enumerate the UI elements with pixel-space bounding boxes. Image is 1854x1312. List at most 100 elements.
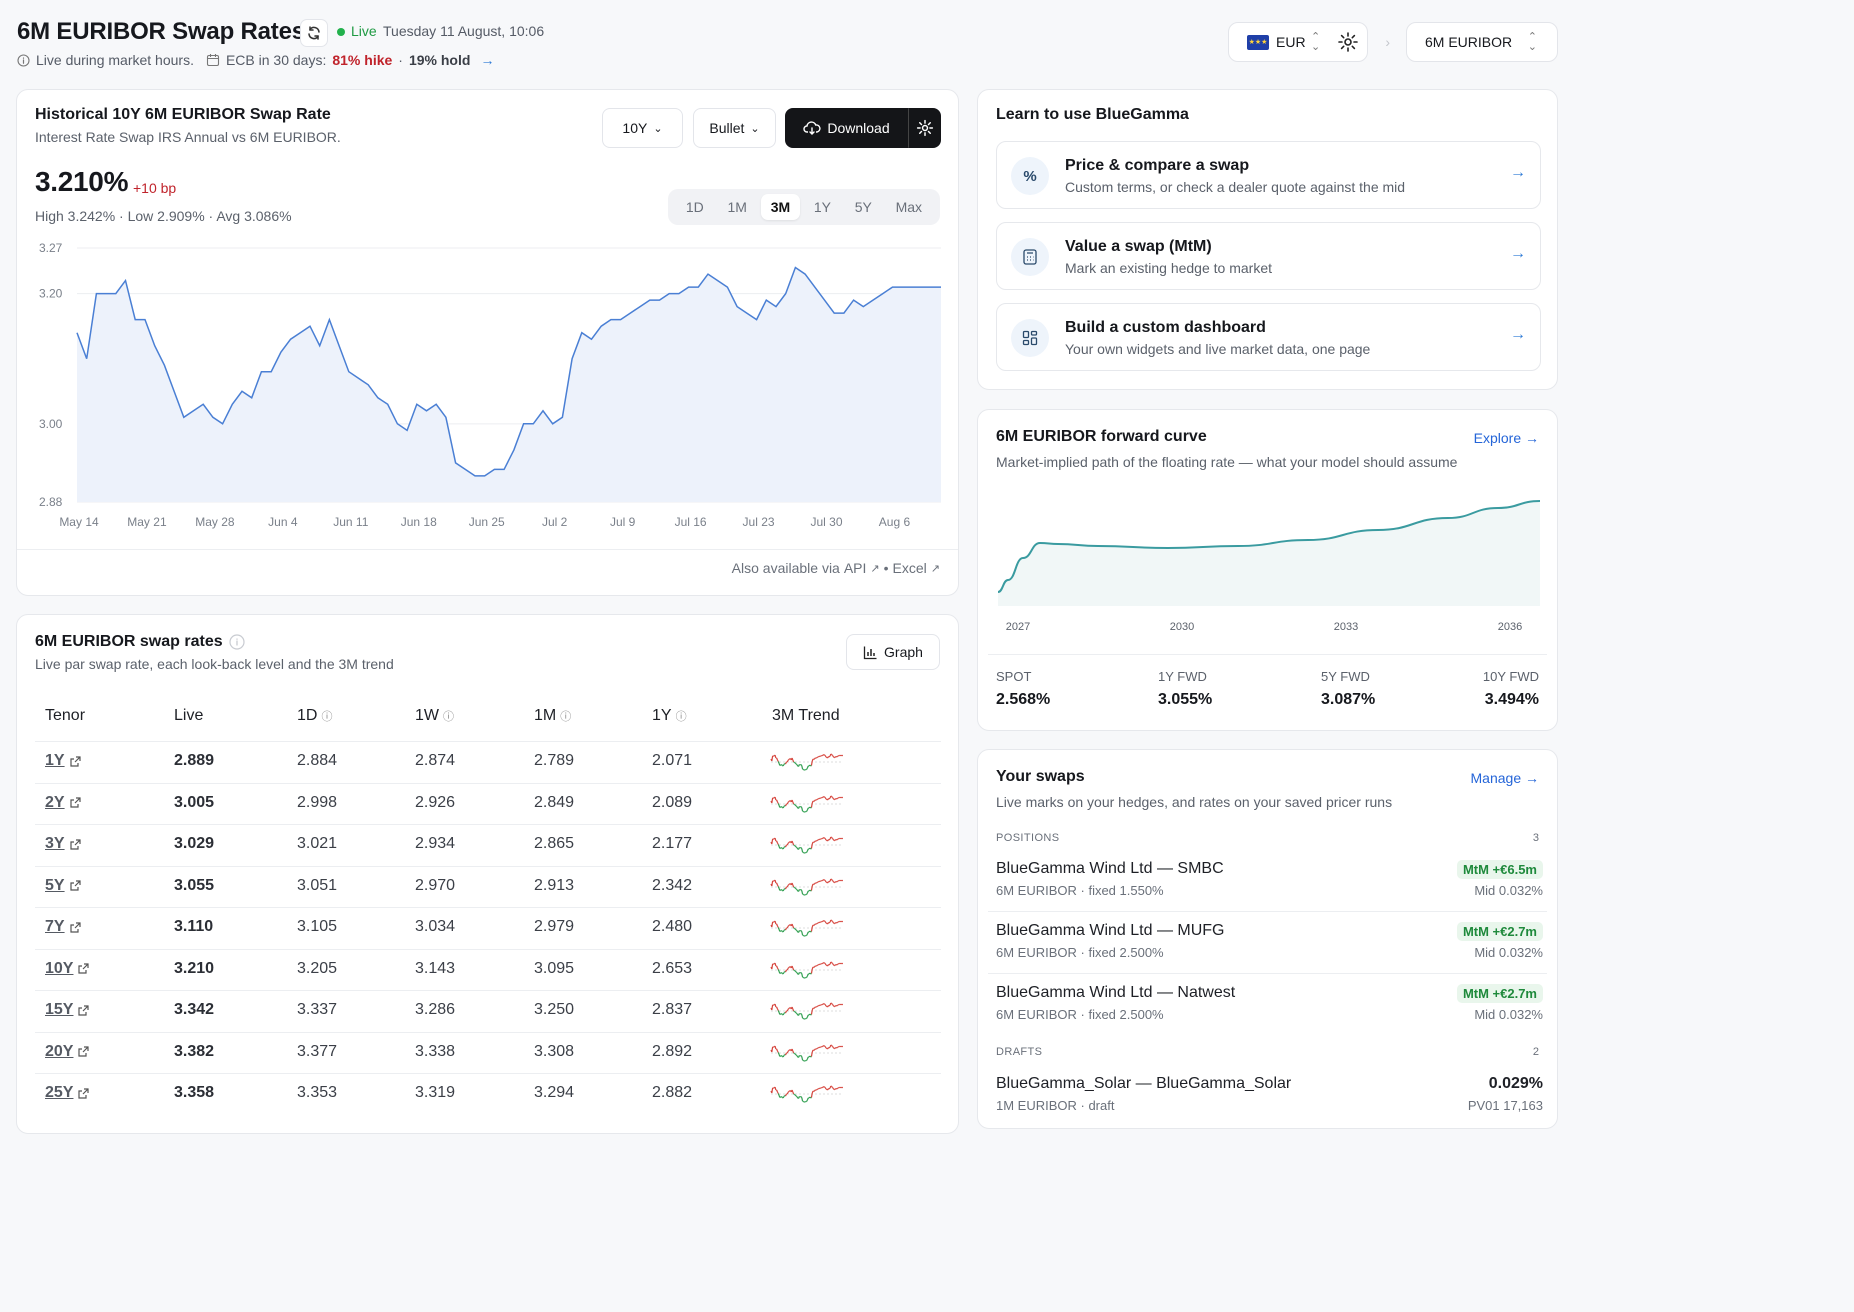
external-link-icon [78, 1004, 90, 1016]
col-1d-label: 1D [297, 707, 318, 724]
position-mid: Mid 0.032% [1474, 1007, 1543, 1022]
info-icon[interactable]: ⓘ [321, 711, 333, 723]
draft-detail: 1M EURIBOR · draft [996, 1098, 1115, 1113]
learn-item-dashboard[interactable]: Build a custom dashboard Your own widget… [996, 303, 1541, 371]
range-selector[interactable]: 1D 1M 3M 1Y 5Y Max [668, 189, 940, 225]
position-mid: Mid 0.032% [1474, 945, 1543, 960]
info-icon[interactable]: ⓘ [560, 711, 572, 723]
position-name: BlueGamma Wind Ltd — Natwest [996, 984, 1236, 1001]
y-tick-label: 3.00 [39, 417, 63, 431]
chevron-right-icon: › [1385, 34, 1390, 50]
external-link-icon [69, 755, 81, 767]
table-row[interactable]: 15Y 3.342 3.337 3.286 3.250 2.837 [35, 990, 941, 1032]
learn-item-value-swap[interactable]: Value a swap (MtM) Mark an existing hedg… [996, 222, 1541, 290]
tenor-dropdown[interactable]: 10Y ⌄ [602, 108, 683, 148]
x-tick-label: Jul 30 [810, 515, 842, 529]
rate-1d: 3.205 [297, 959, 338, 977]
calendar-icon [206, 54, 220, 67]
col-1y: 1Y ⓘ [652, 707, 687, 725]
learn-item-sub: Your own widgets and live market data, o… [1065, 341, 1371, 357]
rate-1m: 2.849 [534, 793, 575, 811]
tenor-link[interactable]: 3Y [45, 835, 81, 853]
live-rate: 3.029 [174, 835, 215, 852]
tenor-link[interactable]: 25Y [45, 1084, 90, 1102]
rate-1m: 3.250 [534, 1001, 575, 1018]
info-icon[interactable]: ⓘ [443, 711, 454, 723]
tenor-link[interactable]: 2Y [45, 794, 81, 812]
download-settings-button[interactable] [908, 108, 941, 148]
range-3m[interactable]: 3M [760, 194, 801, 220]
rate-1m: 3.095 [534, 959, 575, 977]
tenor-label: 25Y [45, 1084, 74, 1101]
range-1m[interactable]: 1M [727, 199, 747, 215]
dashboard-icon [1011, 319, 1049, 357]
position-name: BlueGamma Wind Ltd — SMBC [996, 860, 1224, 877]
download-button[interactable]: Download [785, 108, 908, 148]
draft-row[interactable]: BlueGamma_Solar — BlueGamma_Solar 1M EUR… [988, 1075, 1551, 1137]
range-1y[interactable]: 1Y [813, 199, 831, 215]
historical-rate-chart[interactable]: 3.27 3.20 3.00 2.88 May 14 May 21 May 28 Jun 4 J… [17, 240, 960, 540]
currency-label: EUR [1276, 34, 1306, 50]
col-live: Live [174, 707, 204, 724]
rate-1y: 2.653 [652, 959, 693, 977]
api-link[interactable]: API [843, 560, 867, 576]
arrow-right-icon[interactable]: → [480, 52, 495, 68]
range-1d[interactable]: 1D [685, 199, 704, 215]
explore-link[interactable]: Explore → [1473, 430, 1539, 446]
graph-button[interactable]: Graph [846, 634, 940, 670]
y-tick-label: 2.88 [39, 495, 63, 509]
position-row[interactable]: BlueGamma Wind Ltd — SMBC 6M EURIBOR · f… [988, 860, 1551, 922]
table-row[interactable]: 7Y 3.110 3.105 3.034 2.979 2.480 [35, 907, 941, 949]
x-tick-label: Jun 18 [401, 515, 437, 529]
tenor-value: 10Y [622, 120, 648, 136]
chevron-updown-icon: ⌃ ⌄ [1311, 31, 1321, 53]
manage-link[interactable]: Manage → [1470, 770, 1539, 786]
col-1d: 1D ⓘ [297, 707, 332, 725]
table-row[interactable]: 25Y 3.358 3.353 3.319 3.294 2.882 [35, 1073, 941, 1115]
fwd-1y-label: 1Y FWD [1158, 669, 1207, 684]
x-tick-label: Jul 2 [542, 515, 568, 529]
divider [988, 911, 1547, 912]
table-row[interactable]: 1Y 2.889 2.884 2.874 2.789 2.071 [35, 741, 941, 783]
learn-item-price-compare[interactable]: % Price & compare a swap Custom terms, o… [996, 141, 1541, 209]
index-selector[interactable]: 6M EURIBOR ⌃ ⌄ [1406, 22, 1558, 62]
tenor-link[interactable]: 10Y [45, 960, 90, 978]
excel-link[interactable]: Excel [892, 560, 927, 576]
rate-1w: 3.286 [415, 1001, 456, 1018]
rate-1d: 2.884 [297, 752, 338, 769]
x-tick-label: 2033 [1334, 621, 1358, 633]
trend-sparkline [770, 836, 843, 854]
rate-1w: 2.926 [415, 793, 456, 811]
mtm-badge: MtM +€6.5m [1456, 860, 1543, 879]
table-row[interactable]: 3Y 3.029 3.021 2.934 2.865 2.177 [35, 824, 941, 866]
divider [988, 973, 1547, 974]
draft-name: BlueGamma_Solar — BlueGamma_Solar [996, 1075, 1292, 1092]
y-tick-label: 3.27 [39, 241, 63, 255]
tenor-link[interactable]: 15Y [45, 1001, 90, 1019]
range-5y[interactable]: 5Y [854, 199, 872, 215]
live-rate: 2.889 [174, 752, 215, 769]
info-icon[interactable]: ⓘ [675, 711, 687, 723]
index-label: 6M EURIBOR [1425, 34, 1513, 50]
table-row[interactable]: 2Y 3.005 2.998 2.926 2.849 2.089 [35, 782, 941, 825]
tenor-link[interactable]: 1Y [45, 752, 81, 770]
table-row[interactable]: 5Y 3.055 3.051 2.970 2.913 2.342 [35, 865, 941, 908]
tenor-link[interactable]: 5Y [45, 877, 81, 895]
tenor-link[interactable]: 20Y [45, 1043, 90, 1061]
forward-curve-card: 6M EURIBOR forward curve Explore → Marke… [977, 409, 1558, 731]
info-icon[interactable] [229, 634, 245, 650]
chart-style-dropdown[interactable]: Bullet ⌄ [693, 108, 776, 148]
rate-1w: 2.874 [415, 752, 456, 769]
bar-chart-icon [863, 646, 877, 659]
table-row[interactable]: 10Y 3.210 3.205 3.143 3.095 2.653 [35, 948, 941, 991]
tenor-link[interactable]: 7Y [45, 918, 81, 936]
position-row[interactable]: BlueGamma Wind Ltd — Natwest 6M EURIBOR … [988, 984, 1551, 1046]
rate-1d: 3.337 [297, 1001, 338, 1018]
position-row[interactable]: BlueGamma Wind Ltd — MUFG 6M EURIBOR · f… [988, 922, 1551, 984]
currency-selector[interactable]: ★★★ EUR ⌃ ⌄ [1228, 22, 1368, 62]
gear-icon[interactable] [1337, 31, 1359, 53]
rate-1m: 2.979 [534, 918, 575, 935]
table-row[interactable]: 20Y 3.382 3.377 3.338 3.308 2.892 [35, 1031, 941, 1074]
refresh-button[interactable] [300, 19, 328, 47]
range-max[interactable]: Max [895, 199, 923, 215]
